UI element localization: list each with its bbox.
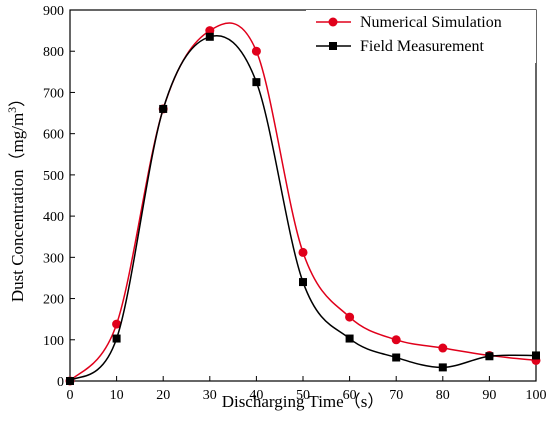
data-point-field-measurement bbox=[252, 78, 261, 87]
legend-label-numerical-simulation: Numerical Simulation bbox=[360, 14, 502, 31]
series-line-numerical-simulation bbox=[69, 22, 537, 382]
data-point-numerical-simulation bbox=[391, 335, 401, 345]
y-tick-label: 800 bbox=[43, 45, 64, 60]
y-axis-ticks: 0 100 200 300 400 500 600 700 800 900 bbox=[43, 4, 75, 390]
data-point-field-measurement bbox=[299, 278, 307, 287]
x-tick-label: 80 bbox=[436, 388, 450, 403]
data-point-field-measurement bbox=[392, 353, 401, 362]
x-tick-label: 40 bbox=[249, 388, 263, 403]
y-axis-title: Dust Concentration（mg/m3） bbox=[5, 90, 27, 302]
legend-marker-field-measurement bbox=[329, 42, 337, 50]
data-point-field-measurement bbox=[438, 363, 447, 372]
y-tick-label: 0 bbox=[57, 375, 64, 390]
legend: Numerical Simulation Field Measurement bbox=[306, 10, 536, 63]
x-tick-label: 100 bbox=[526, 388, 547, 403]
y-tick-label: 200 bbox=[43, 293, 64, 308]
plot-frame bbox=[69, 9, 537, 382]
x-tick-label: 70 bbox=[389, 388, 403, 403]
series-line-field-measurement bbox=[69, 35, 537, 382]
series-field-measurement bbox=[66, 32, 540, 385]
data-point-field-measurement bbox=[112, 334, 121, 343]
x-tick-label: 0 bbox=[67, 388, 74, 403]
x-tick-label: 20 bbox=[156, 388, 170, 403]
data-point-field-measurement bbox=[485, 352, 494, 361]
x-axis-title: Discharging Time（s） bbox=[222, 392, 385, 411]
series-layer bbox=[65, 22, 541, 386]
y-tick-label: 900 bbox=[43, 4, 64, 19]
data-point-numerical-simulation bbox=[345, 312, 355, 322]
y-tick-label: 400 bbox=[43, 210, 64, 225]
x-tick-label: 90 bbox=[482, 388, 496, 403]
data-point-field-measurement bbox=[159, 104, 168, 113]
y-tick-label: 500 bbox=[43, 169, 64, 184]
data-point-field-measurement bbox=[345, 334, 354, 343]
data-point-numerical-simulation bbox=[112, 319, 122, 329]
data-point-numerical-simulation bbox=[298, 247, 308, 257]
legend-box bbox=[306, 10, 536, 63]
data-point-field-measurement bbox=[205, 32, 214, 41]
y-tick-label: 100 bbox=[43, 334, 64, 349]
x-tick-label: 10 bbox=[110, 388, 124, 403]
x-tick-label: 50 bbox=[296, 388, 310, 403]
x-axis-ticks: 0 10 20 30 40 50 60 70 80 90 100 bbox=[67, 376, 547, 403]
y-tick-label: 300 bbox=[43, 251, 64, 266]
legend-label-field-measurement: Field Measurement bbox=[360, 38, 485, 55]
legend-marker-numerical-simulation bbox=[328, 17, 338, 27]
data-point-numerical-simulation bbox=[251, 46, 261, 56]
y-tick-label: 700 bbox=[43, 86, 64, 101]
y-tick-label: 600 bbox=[43, 128, 64, 143]
data-point-field-measurement bbox=[532, 351, 540, 360]
data-point-field-measurement bbox=[66, 377, 74, 385]
x-tick-label: 60 bbox=[343, 388, 357, 403]
data-point-numerical-simulation bbox=[438, 343, 448, 353]
x-tick-label: 30 bbox=[203, 388, 217, 403]
series-numerical-simulation bbox=[65, 22, 541, 386]
